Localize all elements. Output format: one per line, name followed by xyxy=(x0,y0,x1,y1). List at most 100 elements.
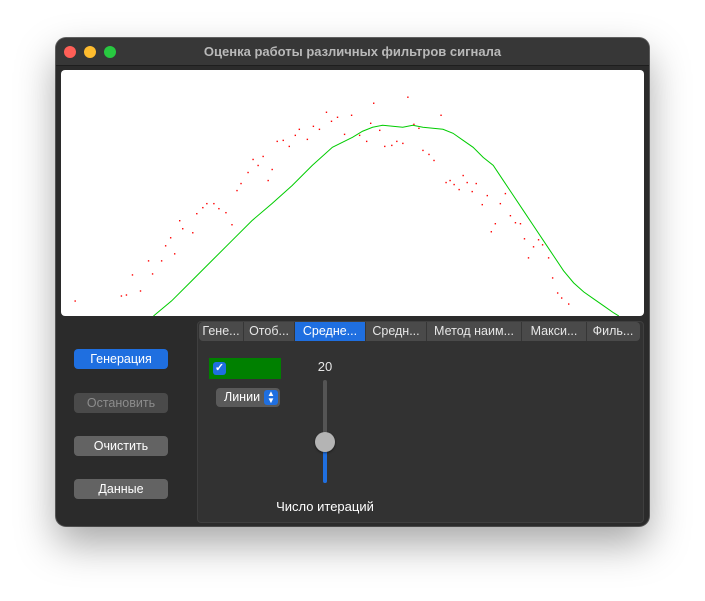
noisy-signal-point xyxy=(547,257,550,259)
tab-least-squares[interactable]: Метод наим... xyxy=(427,322,522,341)
noisy-signal-point xyxy=(74,300,76,302)
noisy-signal-point xyxy=(490,231,493,233)
noisy-signal-point xyxy=(240,182,242,185)
noisy-signal-point xyxy=(407,96,409,98)
tab-filter[interactable]: Филь... xyxy=(592,324,634,338)
noisy-signal-point xyxy=(418,127,420,130)
noisy-signal-point xyxy=(350,114,353,116)
plot-svg xyxy=(74,96,620,316)
window-title: Оценка работы различных фильтров сигнала xyxy=(203,44,502,59)
line-color-well[interactable] xyxy=(209,358,281,379)
noisy-signal-point xyxy=(139,290,142,292)
tab-mean[interactable]: Средн... xyxy=(366,322,427,341)
noisy-signal-point xyxy=(458,188,460,191)
noisy-signal-point xyxy=(449,179,451,182)
noisy-signal-point xyxy=(131,274,134,276)
noisy-signal-point xyxy=(509,214,512,217)
noisy-signal-point xyxy=(523,238,526,240)
filter-enabled-checkbox[interactable]: ✓ xyxy=(213,362,226,375)
tab-display[interactable]: Отоб... xyxy=(244,322,295,341)
minimize-window-button[interactable] xyxy=(84,46,96,58)
maximize-window-button[interactable] xyxy=(104,46,116,58)
clear-button[interactable]: Очистить xyxy=(74,436,168,456)
signal-plot xyxy=(61,70,644,316)
noisy-signal-point xyxy=(267,179,269,182)
iterations-value: 20 xyxy=(317,359,333,374)
noisy-signal-point xyxy=(202,206,204,209)
noisy-signal-point xyxy=(358,134,361,137)
noisy-signal-point xyxy=(481,203,483,206)
noisy-signal-point xyxy=(196,212,198,215)
noisy-signal-point xyxy=(471,190,473,193)
generate-button[interactable]: Генерация xyxy=(74,349,168,369)
noisy-signal-point xyxy=(225,211,227,214)
noisy-signal-point xyxy=(560,297,563,299)
data-button[interactable]: Данные xyxy=(74,479,168,499)
noisy-signal-point xyxy=(519,223,522,225)
noisy-signal-point xyxy=(151,273,154,275)
noisy-signal-point xyxy=(504,192,507,195)
noisy-signal-point xyxy=(475,182,477,185)
noisy-signal-point xyxy=(147,260,150,262)
noisy-signal-point xyxy=(422,149,424,152)
noisy-signal-point xyxy=(247,171,249,174)
noisy-signal-point xyxy=(330,120,333,123)
noisy-signal-point xyxy=(556,292,559,294)
noisy-signal-point xyxy=(343,133,346,136)
noisy-signal-point xyxy=(532,246,535,248)
tab-maximum[interactable]: Макси... xyxy=(522,322,587,341)
noisy-signal-point xyxy=(312,125,315,128)
noisy-signal-point xyxy=(440,114,442,116)
stop-button[interactable]: Остановить xyxy=(74,393,168,413)
noisy-signal-point xyxy=(537,239,540,241)
noisy-signal-point xyxy=(384,145,386,148)
noisy-signal-point xyxy=(428,153,430,156)
noisy-signal-point xyxy=(294,134,297,137)
filter-settings-panel xyxy=(197,321,644,523)
noisy-signal-point xyxy=(236,189,238,192)
iterations-slider-thumb[interactable] xyxy=(315,431,335,452)
noisy-signal-point xyxy=(160,260,163,262)
noisy-signal-point xyxy=(514,222,517,224)
iterations-slider-track[interactable] xyxy=(323,380,327,483)
filtered-signal-line xyxy=(153,124,620,316)
noisy-signal-point xyxy=(206,202,208,205)
noisy-signal-point xyxy=(173,253,176,255)
noisy-signal-point xyxy=(365,140,368,143)
noisy-signal-point xyxy=(499,202,502,205)
noisy-signal-point xyxy=(231,224,233,226)
noisy-signal-point xyxy=(494,223,497,225)
display-mode-select[interactable]: Линии ▲ ▼ xyxy=(216,388,280,407)
noisy-signal-point xyxy=(336,116,339,118)
noisy-signal-point xyxy=(453,183,455,186)
noisy-signal-point xyxy=(527,257,530,259)
noisy-signal-point xyxy=(213,202,215,205)
iterations-slider-fill xyxy=(323,441,327,483)
noisy-signal-point xyxy=(413,123,415,126)
noisy-signal-point xyxy=(391,144,393,147)
noisy-signal-point xyxy=(396,140,398,143)
filter-tabs: Гене... Отоб... Средне... Средн... Метод… xyxy=(199,322,640,341)
noisy-signal-point xyxy=(486,194,488,197)
noisy-signal-point xyxy=(218,207,220,210)
display-mode-value: Линии xyxy=(224,390,261,404)
iterations-label: Число итераций xyxy=(276,499,374,514)
noisy-signal-point xyxy=(282,139,284,142)
chevron-updown-icon: ▲ ▼ xyxy=(264,390,278,405)
noisy-signal-point xyxy=(466,181,468,184)
noisy-signal-point xyxy=(179,220,181,222)
app-window: Оценка работы различных фильтров сигнала… xyxy=(56,38,649,526)
noisy-signal-point xyxy=(541,244,544,246)
noisy-signal-point xyxy=(551,277,554,279)
tab-generation[interactable]: Гене... xyxy=(199,322,244,341)
noisy-signal-point xyxy=(125,294,128,296)
noisy-signal-point xyxy=(169,237,172,239)
noisy-signal-point xyxy=(288,145,290,148)
tab-average[interactable]: Средне... xyxy=(295,322,366,341)
noisy-signal-point xyxy=(192,232,194,234)
close-window-button[interactable] xyxy=(64,46,76,58)
noisy-signal-point xyxy=(568,303,570,305)
noisy-signal-point xyxy=(306,138,309,141)
noisy-signal-point xyxy=(164,245,167,247)
noisy-signal-point xyxy=(462,174,464,177)
